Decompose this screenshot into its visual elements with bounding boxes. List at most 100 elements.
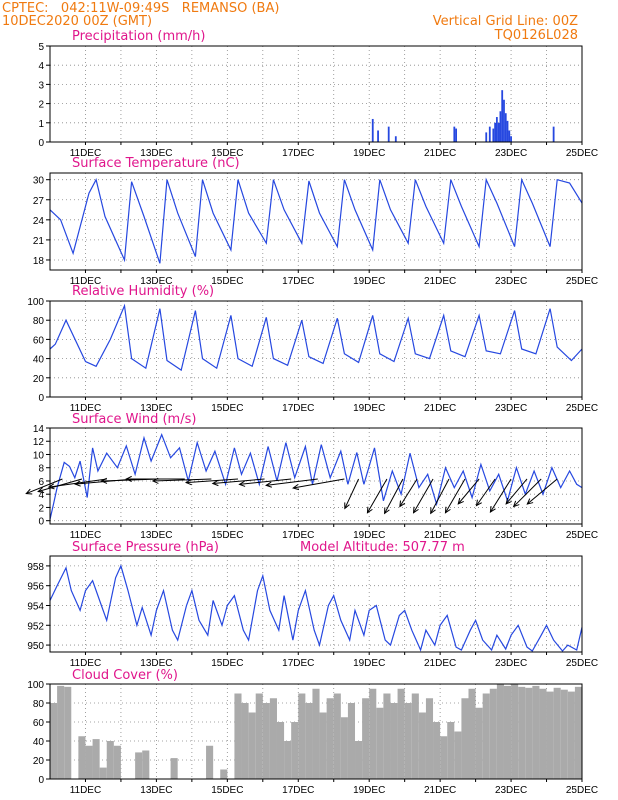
cloud-bar	[418, 712, 426, 779]
cloud-bar	[291, 722, 299, 779]
rh-ytick-label: 20	[33, 374, 45, 385]
precip-bar	[503, 99, 505, 142]
precip-xtick-label: 19DEC	[353, 148, 385, 159]
precip-xtick-label: 11DEC	[70, 148, 102, 159]
cloud-ytick-label: 20	[33, 756, 45, 767]
pres-xtick-label: 19DEC	[353, 658, 385, 669]
precip-xtick-label: 21DEC	[424, 148, 456, 159]
cloud-bar	[369, 688, 377, 779]
pres-xtick-label: 21DEC	[424, 658, 456, 669]
wind-arrow-head	[430, 507, 436, 515]
wind-arrow-head	[489, 506, 496, 514]
precip-ytick-label: 0	[38, 138, 44, 149]
cloud-xtick-label: 25DEC	[566, 785, 598, 796]
cloud-bar	[347, 703, 356, 779]
precip-bar	[394, 136, 397, 142]
cloud-xtick-label: 13DEC	[140, 785, 172, 796]
precip-bar	[453, 126, 456, 142]
wind-ytick-label: 0	[38, 517, 44, 528]
wind-arrow-head	[475, 499, 482, 507]
cloud-bar	[262, 703, 270, 779]
cloud-bar	[404, 703, 412, 779]
cloud-frame	[49, 683, 583, 780]
precip-bar	[494, 122, 497, 142]
cloud-bar	[50, 703, 58, 779]
wind-arrow-head	[238, 480, 246, 487]
wind-xtick-label: 23DEC	[495, 530, 527, 541]
wind-arrow-shaft	[212, 478, 265, 485]
rh-xtick-label: 19DEC	[353, 403, 385, 414]
cloud-bar	[99, 767, 107, 779]
cloud-bar	[440, 736, 448, 779]
precip-bar	[455, 128, 457, 142]
wind-frame	[49, 427, 583, 525]
cloud-bar	[433, 722, 441, 779]
precip-bar	[504, 113, 507, 142]
cloud-bar	[383, 693, 391, 779]
wind-arrow-shaft	[239, 478, 292, 485]
cloud-bar	[482, 693, 490, 779]
pres-model-altitude: Model Altitude: 507.77 m	[300, 540, 465, 555]
precip-bar	[501, 90, 504, 142]
cloud-bar	[340, 717, 348, 779]
precip-xtick-label: 17DEC	[282, 148, 314, 159]
cloud-xtick-label: 15DEC	[211, 785, 243, 796]
cloud-bar	[298, 693, 306, 779]
precip-ytick-label: 1	[38, 119, 44, 130]
cloud-bar	[518, 686, 526, 779]
wind-arrow-head	[73, 480, 81, 487]
cloud-xtick-label: 21DEC	[424, 785, 456, 796]
cloud-bar	[305, 703, 313, 779]
cloud-xtick-label: 11DEC	[70, 785, 102, 796]
cloud-bar	[113, 745, 121, 779]
wind-arrow-head	[100, 477, 108, 484]
rh-panel: 0 20 40 60 80 100 11DEC 13DEC 15DEC 17DEC 19DEC 21D…	[27, 297, 598, 414]
precip-bar	[552, 126, 555, 142]
temp-xtick-label: 25DEC	[566, 276, 598, 287]
cloud-bar	[503, 685, 512, 779]
cloud-bar	[220, 769, 228, 779]
cloud-bar	[85, 745, 93, 779]
pres-xtick-label: 13DEC	[140, 658, 172, 669]
rh-xtick-label: 17DEC	[282, 403, 314, 414]
precip-bar	[485, 132, 488, 142]
cloud-bar	[333, 693, 341, 779]
cloud-ytick-label: 0	[38, 775, 44, 786]
cloud-bar	[525, 687, 533, 779]
precip-bar	[497, 122, 500, 142]
cloud-xtick-label: 17DEC	[282, 785, 314, 796]
wind-arrow-shaft	[399, 478, 418, 507]
precip-frame	[49, 45, 583, 143]
rh-xtick-label: 13DEC	[140, 403, 172, 414]
precip-bar	[499, 111, 502, 142]
cloud-bar	[276, 722, 285, 779]
cloud-bar	[532, 685, 540, 779]
cloud-bar	[64, 686, 72, 779]
cloud-bar	[574, 686, 582, 779]
cloud-bar	[170, 758, 178, 779]
wind-arrow-shaft	[489, 478, 512, 513]
cloud-bar	[461, 698, 469, 779]
precip-ytick-label: 5	[38, 42, 44, 53]
precip-bar	[488, 126, 491, 142]
pres-panel: 950 952 954 956 958 11DEC 13DEC 15DEC 17DEC 19DEC…	[27, 555, 598, 669]
pres-ytick-label: 950	[27, 641, 44, 652]
temp-xtick-label: 21DEC	[424, 276, 456, 287]
temp-title: Surface Temperature (nC)	[72, 156, 240, 171]
wind-arrow-head	[265, 481, 273, 488]
cloud-bar	[319, 712, 327, 779]
cloud-bar	[397, 688, 405, 779]
cloud-bar	[539, 688, 547, 779]
pres-xtick-label: 11DEC	[70, 658, 102, 669]
wind-arrow-shaft	[186, 478, 239, 484]
precip-bar	[510, 136, 512, 142]
wind-xtick-label: 21DEC	[424, 530, 456, 541]
cloud-bar	[425, 698, 434, 779]
wind-xtick-label: 15DEC	[211, 530, 243, 541]
cloud-bar	[475, 707, 483, 779]
wind-arrow-head	[125, 475, 132, 483]
temp-ytick-label: 18	[33, 256, 45, 267]
cloud-bar	[206, 745, 214, 779]
wind-ytick-label: 10	[33, 450, 45, 461]
